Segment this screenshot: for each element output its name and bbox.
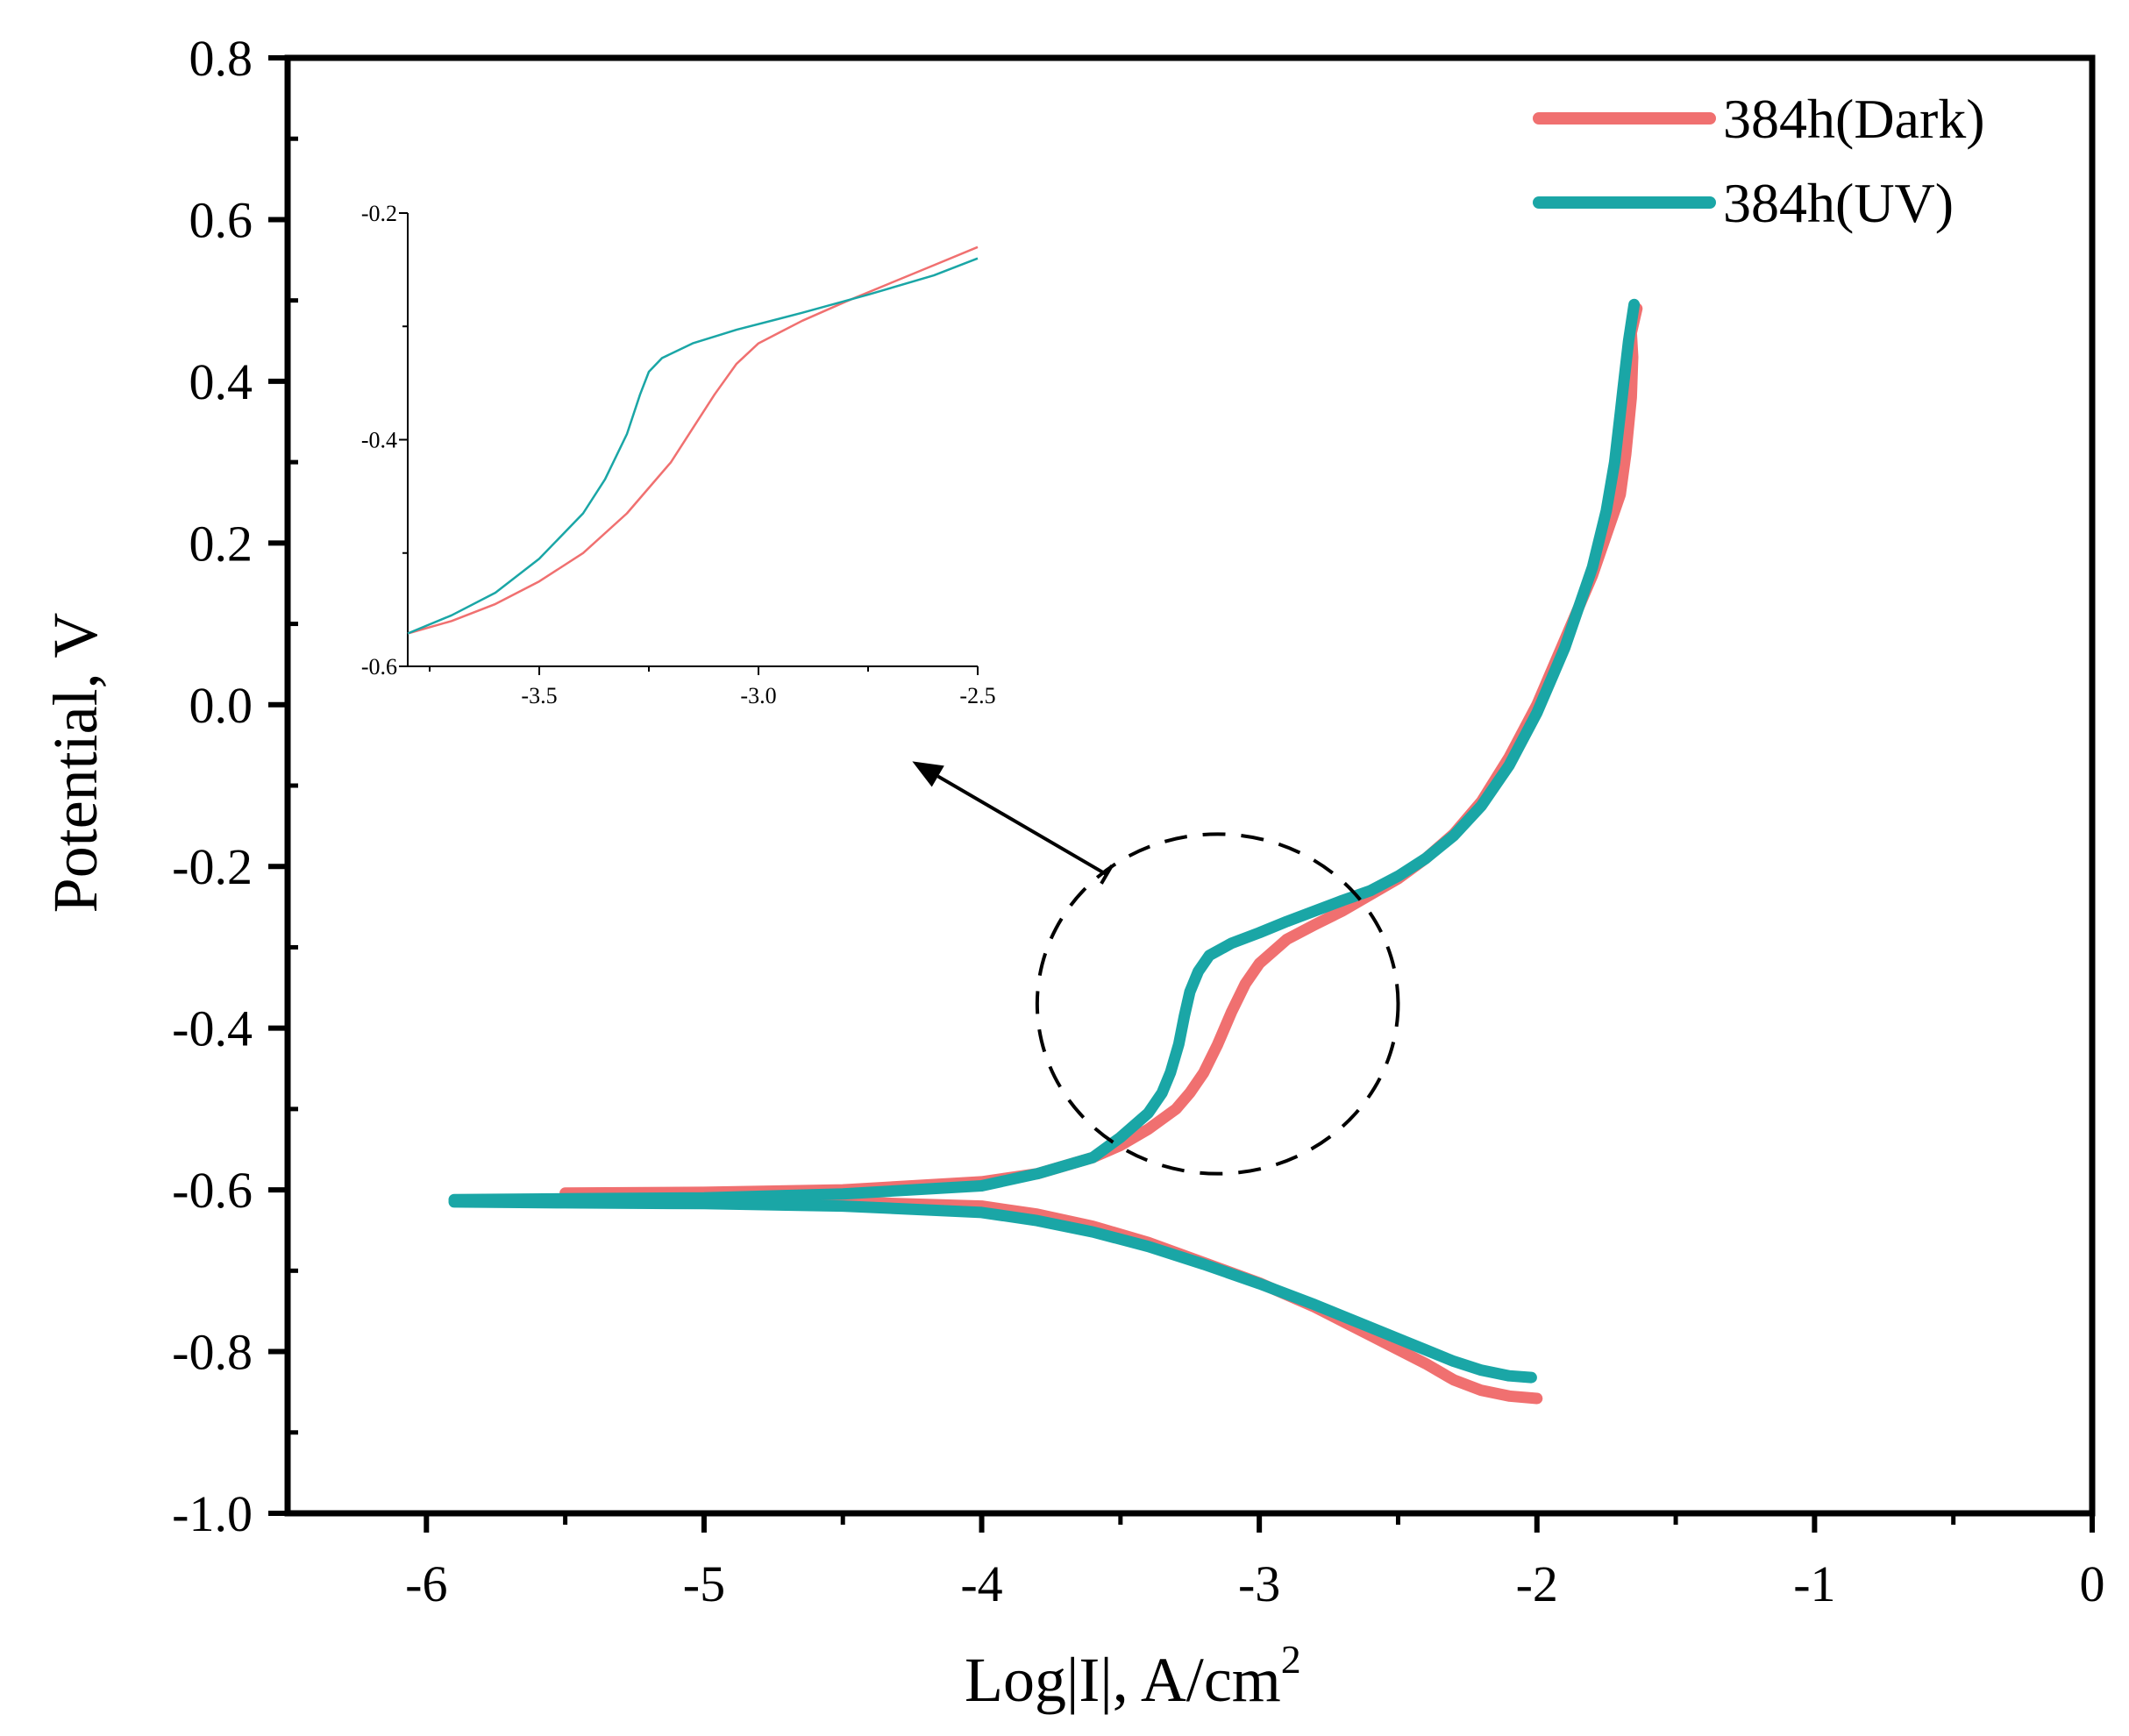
zoom-arrow-tail [1100, 864, 1114, 885]
y-tick-label-8: 0.6 [189, 191, 253, 248]
y-tick-label-0: -1.0 [172, 1485, 253, 1542]
series-uv-anodic-line [448, 298, 1641, 1206]
y-tick-label-2: -0.6 [172, 1162, 253, 1219]
series-uv-cathodic-line [448, 1196, 1537, 1384]
y-tick-label-6: 0.2 [189, 515, 253, 572]
x-tick-label-0: -6 [405, 1555, 447, 1612]
inset-x-tick-label-0: -3.5 [521, 683, 557, 708]
main-series-group [448, 298, 1643, 1405]
inset-plot: -3.5 -3.0 -2.5 -0.6 -0.4 -0.2 [361, 201, 996, 708]
legend: 384h(Dark) 384h(UV) [1533, 88, 1985, 234]
y-axis-title: Potential, V [40, 613, 110, 914]
x-tick-label-3: -3 [1238, 1555, 1280, 1612]
svg-text:Log|I|, A/cm2: Log|I|, A/cm2 [965, 1637, 1301, 1715]
zoom-arrow-line [936, 774, 1108, 877]
x-tick-label-1: -5 [683, 1555, 725, 1612]
x-tick-label-4: -2 [1516, 1555, 1558, 1612]
y-tick-label-9: 0.8 [189, 30, 253, 87]
y-tick-label-4: -0.2 [172, 838, 253, 895]
inset-x-tick-label-2: -2.5 [959, 683, 995, 708]
inset-series-dark-line [407, 245, 979, 635]
legend-label-1: 384h(UV) [1723, 172, 1954, 234]
inset-x-tick-label-1: -3.0 [740, 683, 776, 708]
zoom-annotation [912, 761, 1400, 1176]
y-tick-label-3: -0.4 [172, 1000, 253, 1057]
x-tick-label-2: -4 [960, 1555, 1002, 1612]
y-tick-label-5: 0.0 [189, 677, 253, 734]
inset-y-tick-label-1: -0.4 [361, 428, 397, 453]
zoom-dashed-circle [1035, 832, 1400, 1176]
y-tick-label-7: 0.4 [189, 353, 253, 410]
legend-label-0: 384h(Dark) [1723, 88, 1985, 150]
inset-y-tick-label-2: -0.2 [361, 201, 397, 226]
x-axis-superscript: 2 [1281, 1637, 1301, 1682]
y-tick-label-1: -0.8 [172, 1324, 253, 1381]
main-axis-ticks: -6 -5 -4 -3 -2 -1 0 -1.0 -0.8 -0.6 -0.4 -0.2 0.0 0.2 0… [172, 30, 2104, 1612]
x-tick-label-5: -1 [1793, 1555, 1835, 1612]
x-tick-label-6: 0 [2080, 1555, 2105, 1612]
series-dark-anodic-line [559, 302, 1643, 1199]
plot-frame [284, 54, 2096, 1517]
x-axis-label: Log|I|, A/cm [965, 1645, 1281, 1715]
zoom-arrow-head [912, 761, 944, 787]
inset-series-uv-line [407, 257, 979, 635]
inset-y-tick-label-0: -0.6 [361, 654, 397, 679]
x-axis-title: Log|I|, A/cm2 [965, 1637, 1301, 1715]
